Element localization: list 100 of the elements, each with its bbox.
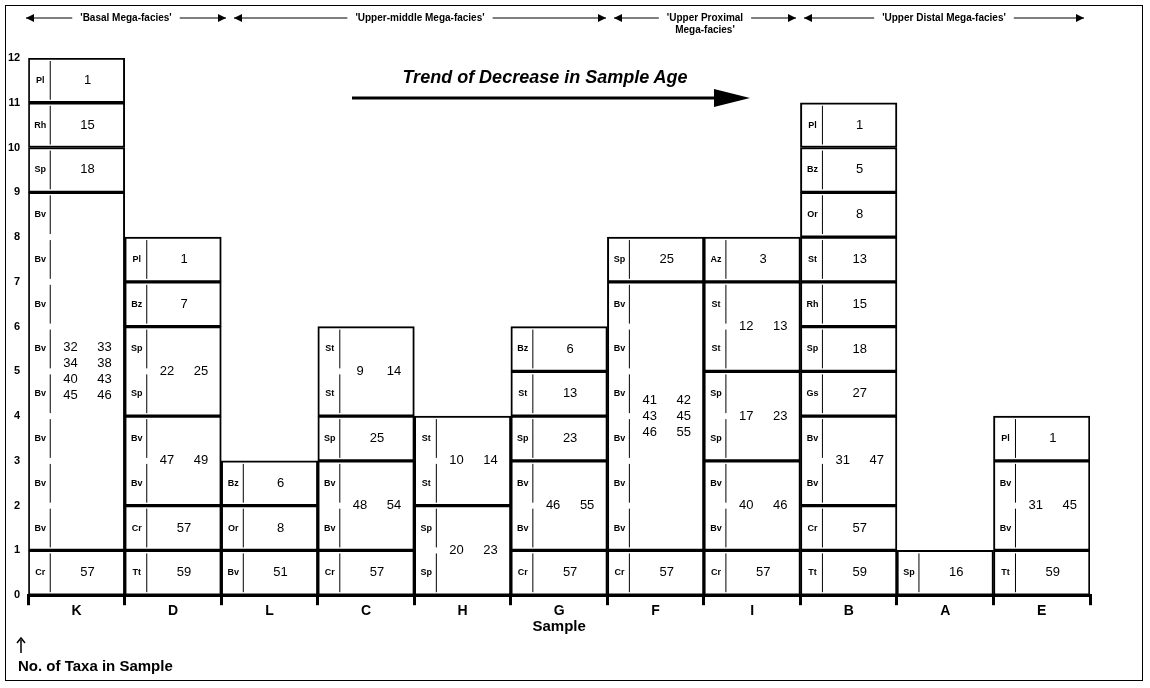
annotation: Az: [710, 253, 722, 264]
annotation: Bz: [517, 343, 529, 354]
text: 'Upper Proximal Mega-facies': [666, 11, 744, 35]
annotation: Bv: [131, 477, 143, 488]
text: 47 49: [159, 452, 209, 468]
annotation: St: [518, 388, 528, 399]
text: No. of Taxa in Sample: [18, 657, 173, 675]
annotation: 51: [273, 564, 288, 580]
annotation: Rh: [34, 119, 47, 130]
y-tick-label: 10: [7, 140, 21, 153]
annotation: Sp: [131, 343, 143, 354]
text: 'Upper-middle Mega-facies': [355, 11, 485, 23]
annotation: St: [325, 388, 335, 399]
x-tick-label: C: [361, 602, 372, 619]
annotation: Bz: [131, 298, 143, 309]
annotation: Bv: [34, 477, 46, 488]
text: Trend of Decrease in Sample Age: [402, 66, 688, 87]
text: 40 46: [738, 497, 788, 513]
annotation: Bv: [613, 522, 626, 533]
annotation: Cr: [324, 567, 336, 578]
annotation: 57: [659, 564, 674, 580]
text: 31 45: [1028, 497, 1077, 513]
annotation: Bv: [34, 209, 46, 220]
annotation: Bv: [517, 522, 529, 533]
annotation: 59: [176, 564, 192, 580]
annotation: 15: [80, 116, 95, 132]
text: 'Basal Mega-facies': [80, 11, 172, 23]
annotation: Pl: [1001, 433, 1010, 443]
annotation: St: [421, 477, 431, 488]
annotation: Bv: [227, 567, 240, 578]
text: 41 42 43 45 46 55: [642, 391, 691, 439]
x-axis-title: Sample: [532, 617, 586, 635]
y-tick-label: 6: [14, 319, 21, 332]
x-tick-label: B: [843, 602, 854, 619]
annotation: Bv: [34, 253, 46, 264]
text: 12: [738, 318, 754, 334]
annotation: 6: [276, 474, 285, 490]
annotation: Sp: [806, 343, 819, 354]
annotation: 57: [80, 564, 95, 580]
x-tick-label: H: [457, 602, 468, 619]
text: 20: [449, 542, 464, 558]
text: 25: [659, 251, 674, 267]
text: 22: [159, 362, 175, 378]
text: 23: [562, 430, 578, 446]
annotation: Bv: [34, 522, 46, 533]
annotation: 57: [852, 519, 867, 535]
annotation: Or: [228, 522, 240, 533]
x-tick-label: F: [651, 602, 661, 619]
annotation: 57: [369, 564, 385, 580]
text: 31 47: [835, 452, 884, 468]
text: 'Upper Distal Mega-facies': [882, 11, 1006, 23]
annotation: Bv: [517, 477, 529, 488]
annotation: Bv: [34, 388, 46, 399]
x-tick-label: E: [1037, 602, 1047, 619]
annotation: 5: [856, 161, 864, 177]
text: 46 55: [545, 497, 595, 513]
text: 17 23: [738, 407, 788, 423]
annotation: Pl: [808, 119, 817, 130]
y-tick-label: 3: [14, 453, 21, 466]
annotation: 3: [759, 251, 767, 267]
annotation: Sp: [34, 164, 47, 175]
annotation: 25: [193, 362, 209, 378]
x-tick-label: I: [750, 602, 755, 619]
annotation: Cr: [131, 522, 143, 533]
y-tick-label: 4: [14, 409, 22, 422]
annotation: Sp: [517, 433, 530, 443]
annotation: Bv: [806, 477, 819, 488]
annotation: 16: [948, 564, 964, 580]
annotation: 18: [852, 340, 867, 356]
annotation: Bv: [613, 433, 626, 443]
x-tick-label: D: [167, 602, 179, 619]
annotation: Sp: [710, 433, 723, 443]
text: 9 14: [356, 362, 402, 378]
y-tick-label: 1: [14, 543, 21, 556]
annotation: Bv: [613, 343, 626, 354]
annotation: Bv: [806, 433, 819, 443]
y-tick-label: 8: [14, 230, 21, 243]
annotation: St: [325, 343, 335, 354]
annotation: Sp: [903, 567, 916, 578]
annotation: 59: [1045, 564, 1060, 580]
annotation: Sp: [131, 388, 143, 399]
annotation: Pl: [132, 253, 142, 264]
x-tick-label: G: [553, 602, 565, 619]
annotation: 25: [369, 430, 385, 446]
y-tick-label: 9: [14, 185, 21, 198]
x-tick-label: L: [265, 602, 275, 619]
annotation: 1: [856, 116, 864, 132]
y-tick-label: 7: [14, 274, 21, 287]
text: 32 33 34 38 40 43 45 46: [63, 338, 112, 402]
annotation: Bv: [131, 433, 143, 443]
y-tick-label: 5: [14, 364, 21, 377]
annotation: Bv: [613, 388, 626, 399]
annotation: 23: [483, 542, 498, 558]
annotation: Tt: [1001, 567, 1010, 578]
annotation: Bv: [613, 298, 626, 309]
annotation: 57: [176, 519, 192, 535]
annotation: Bv: [613, 477, 626, 488]
annotation: Sp: [420, 567, 433, 578]
annotation: Cr: [35, 567, 46, 578]
annotation: St: [711, 298, 721, 309]
